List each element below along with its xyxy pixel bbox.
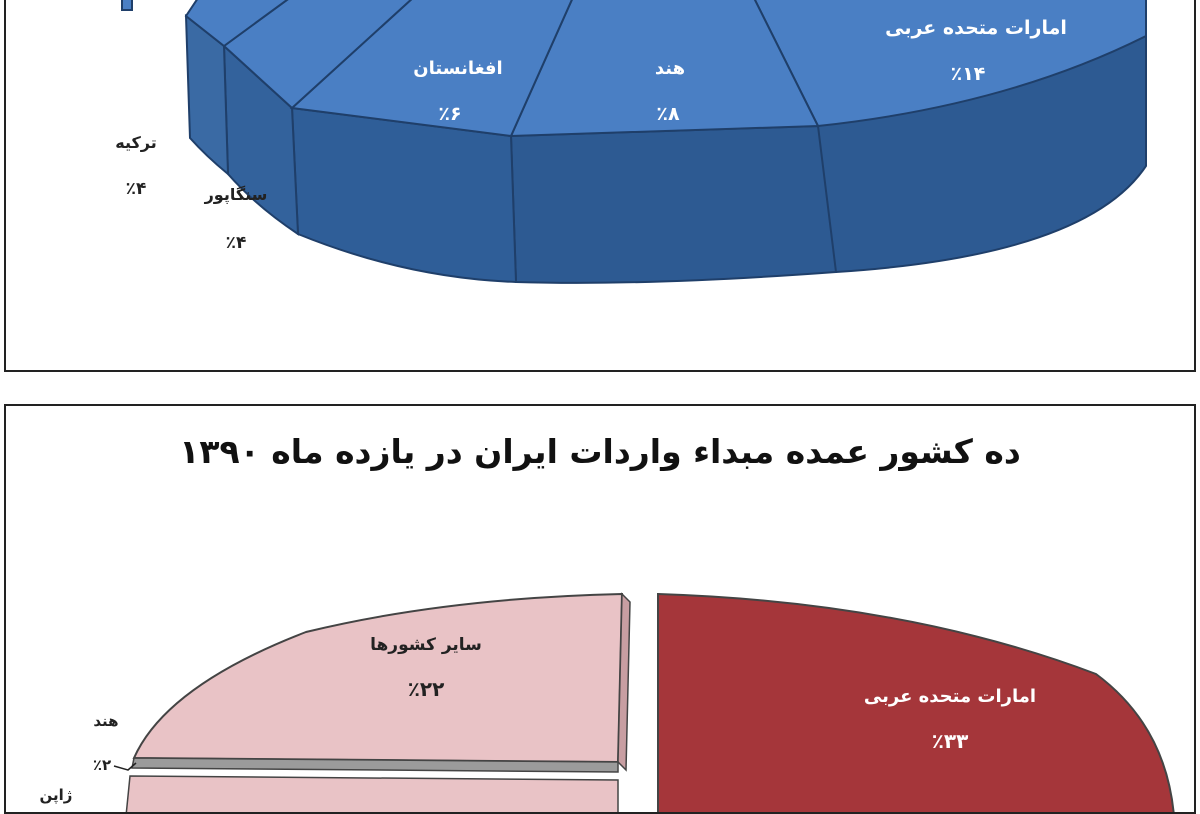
pie-slice-japan	[125, 775, 619, 812]
pie-slice-other-countries	[132, 592, 624, 764]
pie-side-india	[509, 124, 838, 284]
top-value-india: ٪۸	[656, 103, 680, 125]
pie-side-other-countries	[617, 592, 631, 772]
pie-slice-edge-sliver	[121, 0, 133, 11]
bottom-value-other-countries: ٪۲۲	[408, 677, 445, 701]
bottom-chart-panel: ده کشور عمده مبداء واردات ایران در یازده…	[4, 404, 1196, 814]
bottom-label-japan: ژاپن	[40, 786, 73, 805]
pie-slice-india-imports	[131, 757, 619, 773]
bottom-label-uae: امارات متحده عربی	[864, 686, 1036, 707]
pie-side-singapore	[222, 43, 300, 236]
bottom-value-uae: ٪۳۳	[932, 729, 969, 753]
chart-title: ده کشور عمده مبداء واردات ایران در یازده…	[179, 432, 1021, 471]
top-pie-chart: امارات متحده عربی ٪۱۴ هند ٪۸ افغانستان ٪…	[115, 0, 1147, 284]
pie-side-afghanistan	[290, 106, 518, 284]
top-value-uae: ٪۱۴	[951, 63, 986, 85]
bottom-label-india: هند	[93, 712, 118, 730]
top-value-afghanistan: ٪۶	[438, 103, 461, 125]
top-label-afghanistan: افغانستان	[413, 58, 502, 79]
bottom-pie-chart: سایر کشورها ٪۲۲ امارات متحده عربی ٪۳۳ هن…	[40, 592, 1175, 812]
pie-slice-uae	[753, 0, 1147, 128]
bottom-value-india: ٪۲	[93, 756, 111, 774]
top-label-india: هند	[655, 58, 685, 79]
pie-side-uae	[817, 34, 1147, 274]
top-value-singapore: ٪۴	[226, 233, 247, 253]
leader-line-india	[113, 762, 137, 771]
top-chart-panel: امارات متحده عربی ٪۱۴ هند ٪۸ افغانستان ٪…	[4, 0, 1196, 372]
top-label-uae: امارات متحده عربی	[885, 17, 1067, 39]
pie-side-turkey	[184, 13, 230, 177]
top-label-singapore: سنگاپور	[204, 185, 268, 205]
bottom-label-other-countries: سایر کشورها	[370, 635, 482, 655]
top-value-turkey: ٪۴	[126, 179, 147, 199]
top-label-turkey: ترکیه	[115, 133, 157, 152]
pie-slice-uae-imports	[657, 592, 1175, 812]
pie-slice-turkey	[184, 0, 289, 48]
